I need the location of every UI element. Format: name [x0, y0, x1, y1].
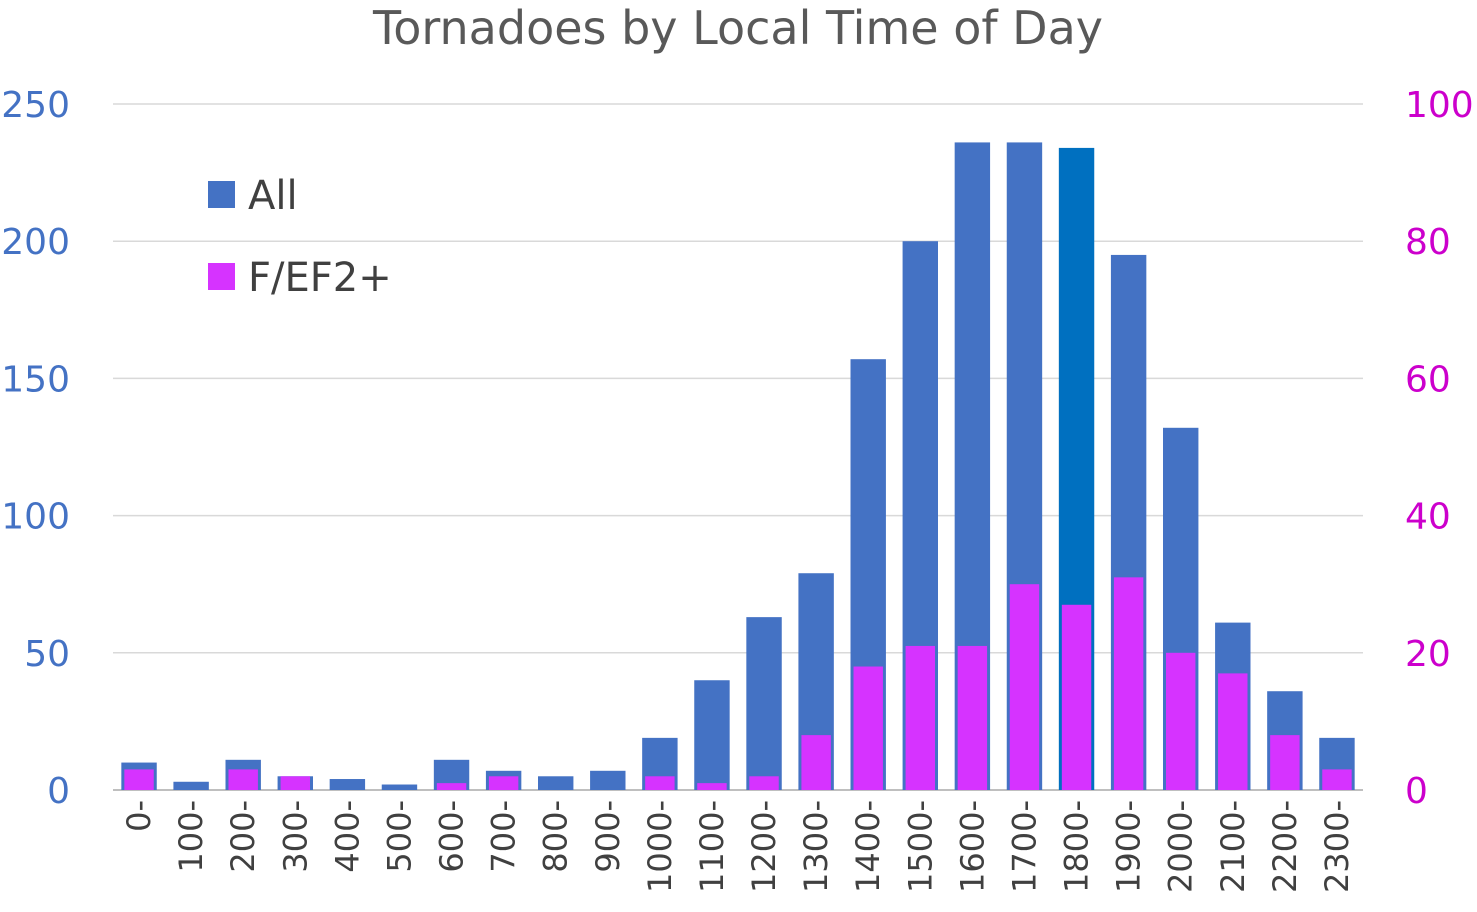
x-tick-label: 1800- [1058, 800, 1096, 893]
legend: All F/EF2+ [208, 173, 392, 301]
legend-label-all: All [248, 173, 298, 219]
left-y-tick-label: 200 [1, 222, 70, 263]
x-tick-label: 700- [485, 800, 523, 873]
bar-ef2 [1113, 577, 1144, 790]
x-axis: 0- 100- 200- 300- 400- 500- 600- 700- 800- 900- 10… [120, 800, 1356, 893]
bar-ef2 [905, 645, 935, 790]
series-ef2-bars [124, 577, 1352, 790]
bar-ef2 [436, 783, 467, 790]
bar-ef2 [488, 776, 519, 790]
right-y-axis: 0 20 40 60 80 100 [1405, 85, 1474, 812]
bar-ef2 [645, 776, 675, 790]
bar-ef2 [1009, 584, 1040, 790]
x-tick-label: 1300- [797, 800, 835, 893]
bar-all [590, 770, 626, 790]
right-y-tick-label: 40 [1405, 497, 1451, 538]
x-tick-label: 1900- [1110, 800, 1148, 893]
x-tick-label: 600- [433, 800, 471, 873]
right-y-tick-label: 20 [1405, 634, 1451, 675]
bar-all [746, 617, 782, 790]
left-y-tick-label: 150 [1, 359, 70, 400]
bar-ef2 [749, 776, 779, 790]
x-tick-label: 200- [224, 800, 262, 873]
bar-ef2 [1218, 673, 1248, 790]
bar-ef2 [801, 735, 831, 790]
x-tick-label: 1600- [953, 800, 991, 893]
x-tick-label: 300- [276, 800, 314, 873]
left-y-tick-label: 50 [24, 634, 70, 675]
bar-all [538, 776, 574, 790]
x-tick-label: 800- [537, 800, 575, 873]
left-y-tick-label: 0 [47, 771, 70, 812]
right-y-tick-label: 60 [1405, 359, 1451, 400]
bar-ef2 [1322, 769, 1352, 790]
right-y-tick-label: 80 [1405, 222, 1451, 263]
x-tick-label: 2000- [1162, 800, 1200, 893]
left-y-tick-label: 250 [1, 85, 70, 126]
legend-label-ef2: F/EF2+ [248, 255, 392, 301]
bar-all [329, 779, 366, 790]
x-tick-label: 1000- [641, 800, 679, 893]
right-y-tick-label: 100 [1405, 85, 1474, 126]
x-tick-label: 400- [328, 800, 366, 873]
x-tick-label: 100- [172, 800, 210, 873]
x-tick-label: 1500- [901, 800, 939, 893]
bar-ef2 [1166, 652, 1196, 790]
x-tick-label: 0- [120, 800, 158, 832]
bar-all [173, 781, 209, 790]
bar-ef2 [1061, 604, 1092, 790]
bar-ef2 [697, 783, 727, 790]
x-tick-label: 1200- [745, 800, 783, 893]
legend-swatch-ef2 [208, 263, 235, 290]
x-tick-label: 2300- [1318, 800, 1356, 893]
gridlines [113, 103, 1363, 791]
x-tick-label: 500- [380, 800, 418, 873]
bar-ef2 [853, 666, 883, 790]
x-tick-label: 1100- [693, 800, 731, 893]
x-tick-label: 1700- [1005, 800, 1043, 893]
bar-ef2 [1270, 735, 1300, 790]
chart-title: Tornadoes by Local Time of Day [372, 1, 1103, 55]
left-y-axis: 0 50 100 150 200 250 [1, 85, 70, 812]
left-y-tick-label: 100 [1, 497, 70, 538]
bar-all [694, 680, 730, 790]
bar-all [381, 784, 418, 790]
bar-ef2 [228, 769, 258, 790]
bar-ef2 [957, 645, 988, 790]
x-tick-label: 2100- [1214, 800, 1252, 893]
x-tick-label: 1400- [849, 800, 887, 893]
bar-ef2 [124, 769, 154, 790]
bar-ef2 [280, 776, 310, 790]
legend-swatch-all [208, 181, 235, 208]
x-tick-label: 900- [589, 800, 627, 873]
x-tick-label: 2200- [1266, 800, 1304, 893]
right-y-tick-label: 0 [1405, 771, 1428, 812]
